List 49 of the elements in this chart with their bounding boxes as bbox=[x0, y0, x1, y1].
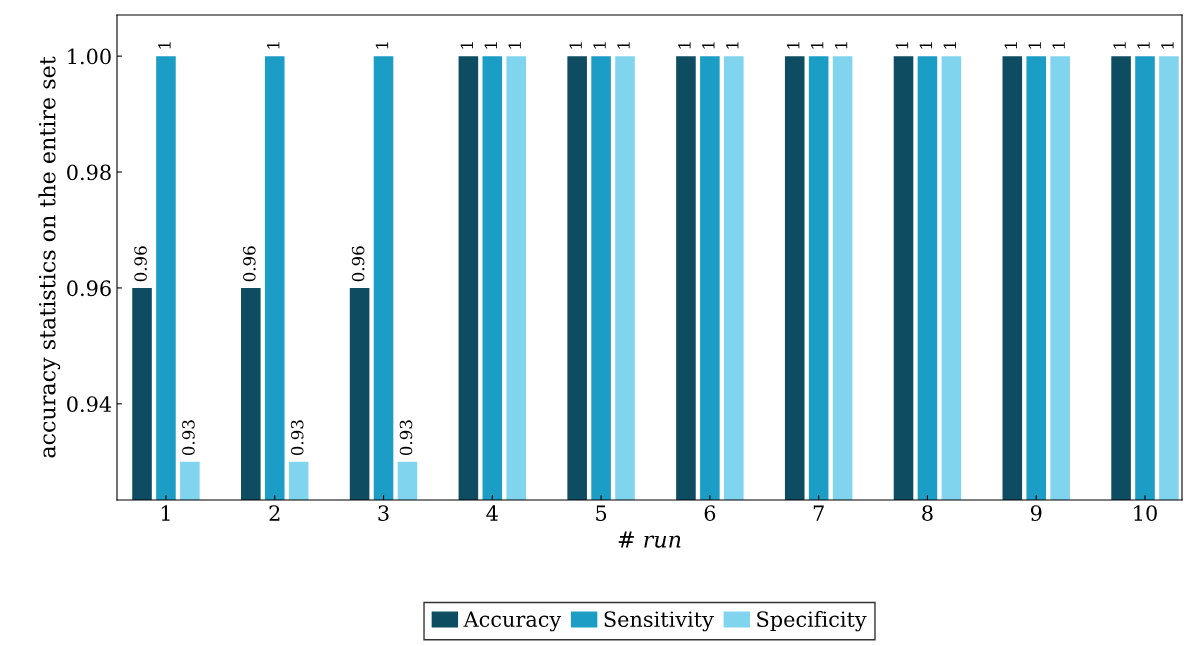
y-tick-label: 0.94 bbox=[67, 396, 112, 413]
data-label: 1 bbox=[678, 42, 691, 49]
data-label: 1 bbox=[1113, 42, 1126, 49]
x-tick-label: 10 bbox=[1134, 505, 1157, 521]
legend-label: Specificity bbox=[757, 610, 867, 632]
data-label: 1 bbox=[1161, 42, 1174, 49]
data-label: 0.96 bbox=[351, 246, 365, 282]
y-tick-label: 0.98 bbox=[67, 164, 111, 181]
data-label: 0.96 bbox=[243, 246, 256, 282]
data-label: 1 bbox=[1137, 42, 1150, 49]
data-label: 1 bbox=[702, 42, 715, 49]
x-tick-label: 4 bbox=[486, 505, 498, 521]
legend-label: Accuracy bbox=[463, 611, 562, 632]
data-label: 0.96 bbox=[134, 246, 147, 282]
data-label: 0.93 bbox=[182, 420, 195, 456]
data-label: 1 bbox=[593, 42, 606, 49]
data-label: 1 bbox=[1028, 42, 1041, 49]
x-tick-label: 1 bbox=[161, 505, 170, 521]
x-tick-label: 7 bbox=[813, 505, 824, 521]
data-label: 1 bbox=[617, 42, 630, 49]
data-label: 1 bbox=[375, 42, 389, 49]
data-label: 1 bbox=[484, 42, 497, 49]
y-tick-label: 0.96 bbox=[67, 280, 111, 297]
data-label: 1 bbox=[508, 42, 521, 49]
x-tick-label: 8 bbox=[922, 505, 933, 521]
data-label: 0.93 bbox=[399, 420, 413, 456]
data-label: 1 bbox=[158, 42, 171, 49]
x-tick-label: 2 bbox=[269, 505, 280, 521]
x-axis-title: # run bbox=[618, 531, 681, 548]
x-tick-label: 3 bbox=[378, 505, 389, 521]
data-label: 1 bbox=[726, 42, 739, 49]
data-label: 1 bbox=[460, 42, 473, 49]
x-tick-label: 9 bbox=[1030, 505, 1042, 521]
data-label: 1 bbox=[786, 42, 800, 49]
y-axis-title: accuracy statistics on the entire set bbox=[38, 56, 61, 458]
data-label: 1 bbox=[943, 42, 956, 49]
data-label: 1 bbox=[919, 42, 933, 49]
y-tick-label: 1.00 bbox=[68, 48, 111, 65]
data-label: 1 bbox=[266, 42, 280, 49]
data-label: 1 bbox=[834, 42, 848, 49]
data-label: 1 bbox=[810, 42, 824, 49]
data-label: 1 bbox=[1052, 42, 1065, 49]
data-label: 1 bbox=[895, 42, 909, 49]
data-label: 0.93 bbox=[290, 420, 304, 456]
x-tick-label: 5 bbox=[596, 505, 607, 521]
legend-label: Sensitivity bbox=[604, 611, 714, 632]
x-tick-label: 6 bbox=[704, 505, 716, 521]
data-label: 1 bbox=[569, 42, 582, 49]
data-label: 1 bbox=[1004, 42, 1017, 49]
